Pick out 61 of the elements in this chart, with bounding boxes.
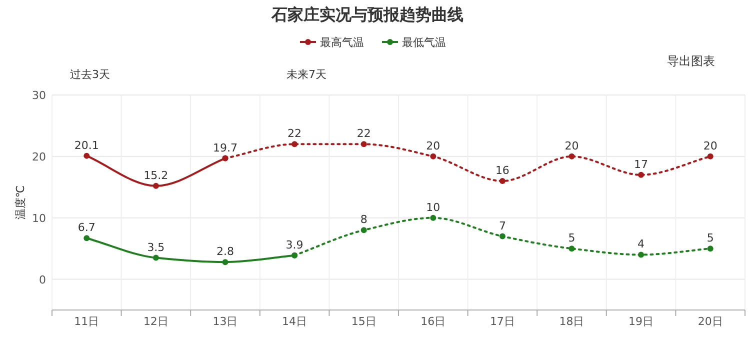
x-tick-label: 19日 [628, 315, 654, 328]
data-label: 20.1 [74, 138, 99, 152]
data-label: 17 [634, 158, 648, 171]
x-tick-label: 18日 [559, 315, 584, 328]
text: 过去3天 [70, 68, 110, 81]
data-label: 5 [568, 232, 576, 245]
data-label: 3.9 [286, 238, 304, 252]
point [707, 153, 714, 160]
data-label: 15.2 [144, 168, 168, 182]
point [292, 252, 298, 258]
point [499, 233, 506, 240]
data-label: 20 [426, 139, 440, 152]
point [430, 153, 436, 160]
point [152, 254, 159, 261]
point [360, 227, 367, 234]
y-tick-label: 20 [32, 150, 46, 164]
data-label: 20 [564, 139, 579, 152]
point [638, 252, 644, 258]
chart-title: 石家庄实况与预报趋势曲线 [270, 5, 464, 24]
data-label: 19.7 [213, 141, 238, 154]
data-label: 4 [638, 238, 645, 251]
x-tick-label: 12日 [143, 315, 168, 328]
y-tick-label: 30 [32, 89, 46, 102]
point [222, 155, 228, 162]
x-tick-label: 11日 [74, 315, 100, 328]
x-tick-label: 15日 [351, 315, 376, 328]
x-tick-label: 16日 [420, 315, 446, 328]
data-label: 10 [426, 200, 440, 214]
x-tick-label: 17日 [490, 315, 515, 328]
point [222, 259, 228, 266]
data-label: 2.8 [216, 245, 234, 258]
y-tick-label: 0 [39, 273, 46, 286]
point [360, 141, 367, 148]
data-label: 8 [360, 213, 368, 226]
y-tick-label: 10 [32, 212, 46, 225]
point [84, 152, 90, 159]
data-label: 20 [703, 139, 718, 152]
point [499, 178, 506, 184]
point [152, 182, 159, 189]
data-label: 7 [498, 219, 506, 232]
data-label: 22 [288, 127, 302, 140]
data-label: 16 [495, 164, 510, 177]
text: 未来7天 [286, 68, 327, 81]
point [638, 172, 644, 178]
point [568, 246, 575, 252]
data-label: 6.7 [78, 221, 96, 234]
data-label: 3.5 [147, 240, 165, 254]
data-label: 22 [356, 127, 371, 140]
point [84, 235, 90, 242]
x-tick-label: 20日 [698, 315, 723, 328]
text: 导出图表 [667, 54, 715, 68]
point [292, 141, 298, 148]
legend-label: 最高气温 [320, 36, 364, 49]
x-tick-label: 13日 [212, 315, 238, 328]
data-label: 5 [706, 232, 714, 245]
point [430, 214, 436, 221]
x-tick-label: 14日 [282, 315, 308, 328]
legend-label: 最低气温 [402, 36, 446, 49]
point [707, 246, 714, 252]
point [568, 153, 575, 160]
y-axis-title: 温度℃ [14, 185, 27, 220]
